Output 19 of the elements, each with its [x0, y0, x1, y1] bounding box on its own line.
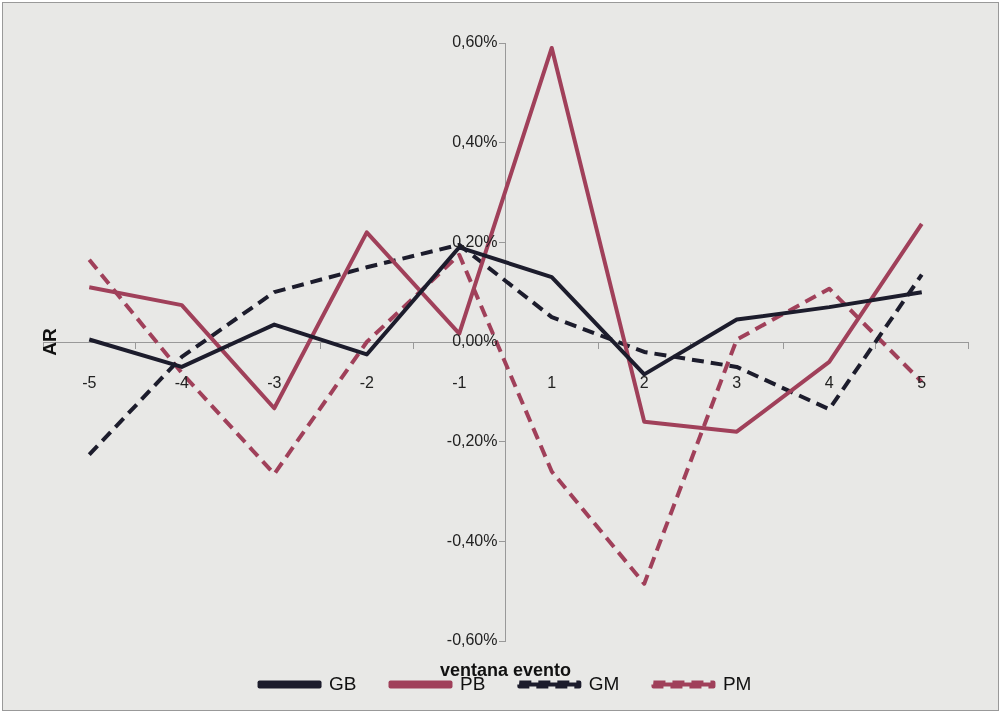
x-tick-label: -5 — [82, 374, 97, 392]
y-tick-label: 0,00% — [452, 332, 498, 350]
legend-label: GB — [329, 672, 357, 694]
y-axis-title: AR — [39, 328, 61, 356]
x-tick-label: 2 — [639, 374, 649, 392]
x-tick-label: -1 — [452, 374, 467, 392]
legend-label: GM — [588, 672, 620, 694]
x-tick-label: 1 — [547, 374, 557, 392]
y-tick-label: -0,20% — [446, 432, 498, 450]
y-tick-label: 0,40% — [452, 133, 498, 151]
legend-label: PM — [722, 672, 752, 694]
x-tick-label: -3 — [267, 374, 282, 392]
x-tick-label: -4 — [174, 374, 189, 392]
x-tick-label: 4 — [824, 374, 834, 392]
y-tick-label: -0,40% — [446, 531, 498, 549]
x-tick-label: -2 — [359, 374, 374, 392]
x-tick-label: 3 — [732, 374, 742, 392]
y-tick-label: 0,60% — [452, 33, 498, 51]
y-tick-label: -0,60% — [446, 631, 498, 649]
